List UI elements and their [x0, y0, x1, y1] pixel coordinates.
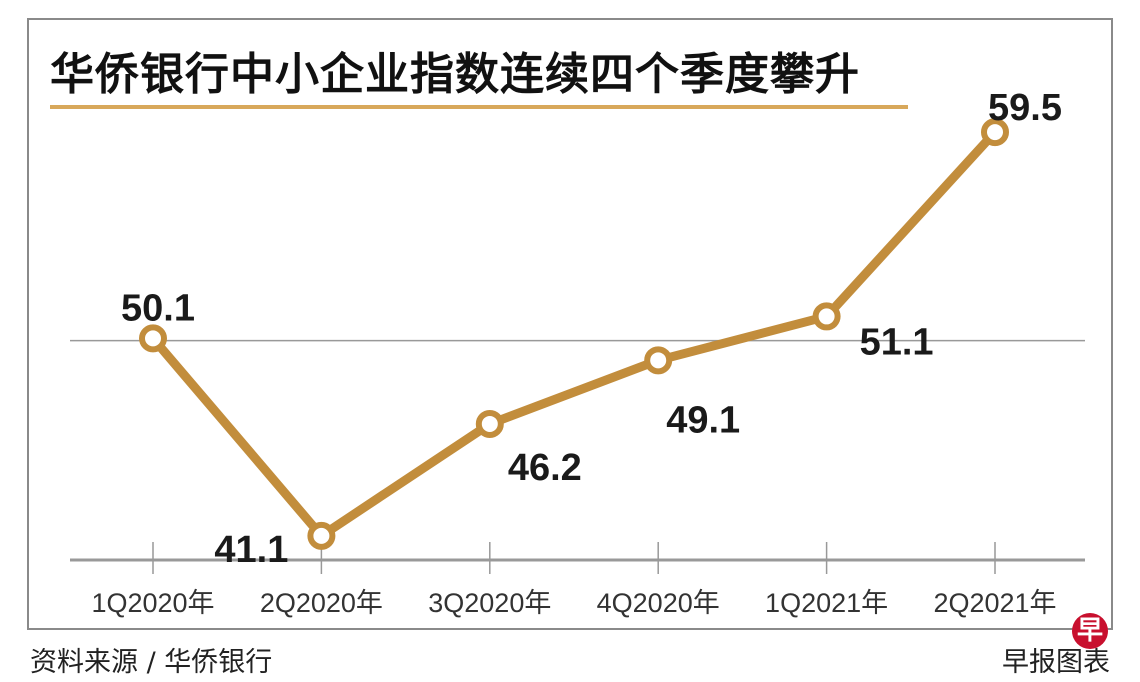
chart-title: 华侨银行中小企业指数连续四个季度攀升	[50, 49, 860, 100]
data-label: 59.5	[988, 87, 1062, 129]
data-label: 51.1	[860, 321, 934, 363]
data-point	[475, 409, 504, 438]
data-point	[139, 324, 167, 353]
x-tick-label: 3Q2020年	[428, 588, 551, 618]
chart-frame	[27, 18, 1113, 630]
series-line	[149, 129, 999, 541]
x-tick-label: 4Q2020年	[597, 588, 720, 618]
x-tick-label: 1Q2020年	[91, 588, 214, 618]
data-label: 46.2	[508, 447, 582, 489]
x-tick-label: 1Q2021年	[765, 588, 888, 618]
data-point	[644, 346, 673, 375]
source-note: 资料来源 / 华侨银行	[30, 647, 273, 678]
data-label: 50.1	[121, 287, 195, 329]
data-point	[812, 302, 841, 331]
credit-note: 早报图表	[1002, 647, 1110, 678]
x-tick-label: 2Q2020年	[260, 588, 383, 618]
data-label: 49.1	[666, 399, 740, 441]
zaobao-logo: 早	[1072, 613, 1108, 649]
data-point	[981, 118, 1009, 147]
x-tick-label: 2Q2021年	[933, 588, 1056, 618]
title-underline	[50, 105, 908, 109]
data-label: 41.1	[214, 529, 288, 571]
data-point	[307, 521, 336, 550]
